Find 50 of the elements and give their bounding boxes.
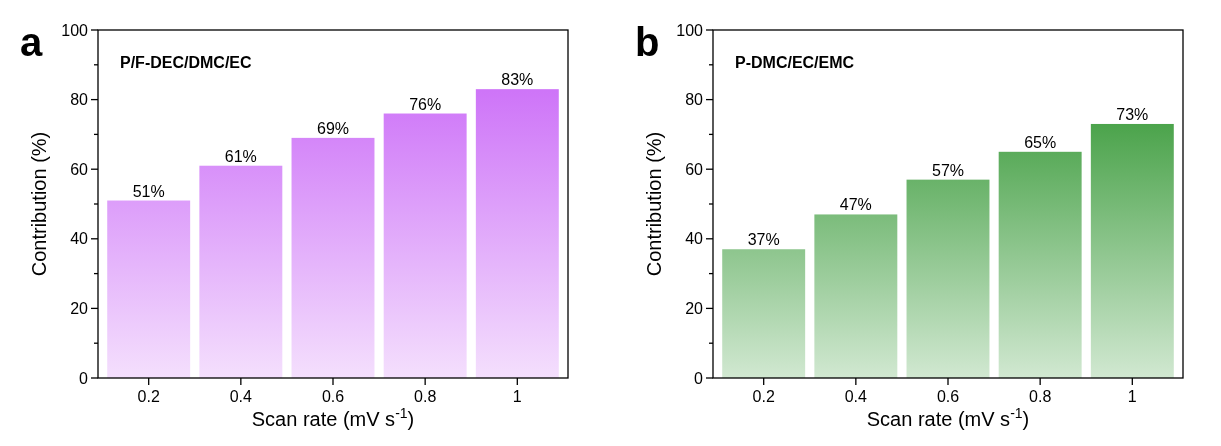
x-tick-label: 0.2 [137, 388, 160, 405]
y-tick-label: 60 [70, 160, 89, 178]
text: P/F-DEC/DMC/EC [120, 54, 252, 71]
y-axis-title: Contribution (%) [28, 131, 50, 277]
bar [906, 179, 990, 378]
y-tick-label: 40 [70, 230, 89, 248]
data-label: 57% [931, 161, 965, 179]
x-tick-label: 1 [512, 388, 522, 405]
y-tick-label: 80 [685, 91, 704, 109]
x-tick-label: 0.6 [936, 388, 960, 405]
y-tick-label: 60 [685, 160, 704, 178]
data-label: 65% [1024, 133, 1057, 151]
data-label: 47% [839, 196, 872, 214]
data-label: 73% [1116, 105, 1149, 123]
y-tick-label: 0 [694, 369, 704, 387]
x-tick-label: 1 [1127, 388, 1137, 405]
bar [383, 113, 467, 378]
bar [1090, 123, 1174, 378]
bar [107, 200, 191, 378]
data-label: 61% [224, 147, 257, 165]
data-label: 37% [747, 231, 780, 249]
y-tick-label: 100 [676, 21, 704, 39]
y-tick-label: 0 [79, 369, 89, 387]
x-tick-label: 0.8 [1029, 388, 1052, 405]
y-axis-title: Contribution (%) [643, 131, 665, 277]
x-tick-label: 0.6 [321, 388, 345, 405]
text: P-DMC/EC/EMC [735, 54, 855, 71]
x-tick-label: 0.4 [229, 388, 253, 405]
x-tick-label: 0.8 [414, 388, 437, 405]
y-tick-label: 80 [70, 91, 89, 109]
bar [814, 214, 898, 378]
data-label: 69% [316, 119, 350, 137]
x-tick-label: 0.4 [844, 388, 868, 405]
x-axis-title: Scan rate (mV s$^{-1}$) [866, 405, 1030, 430]
bar [291, 137, 375, 378]
y-tick-label: 100 [61, 21, 89, 39]
y-tick-label: 20 [70, 300, 89, 317]
bar [199, 165, 283, 378]
bar [475, 89, 559, 378]
data-label: 83% [501, 71, 534, 89]
y-tick-label: 20 [685, 300, 704, 317]
data-label: 51% [132, 182, 165, 200]
x-axis-title: Scan rate (mV s$^{-1}$) [251, 405, 415, 430]
y-tick-label: 40 [685, 230, 704, 248]
text: a [20, 20, 43, 64]
x-tick-label: 0.2 [752, 388, 775, 405]
data-label: 76% [409, 95, 442, 113]
bar [722, 249, 806, 378]
text: b [635, 20, 660, 64]
bar [998, 151, 1082, 378]
